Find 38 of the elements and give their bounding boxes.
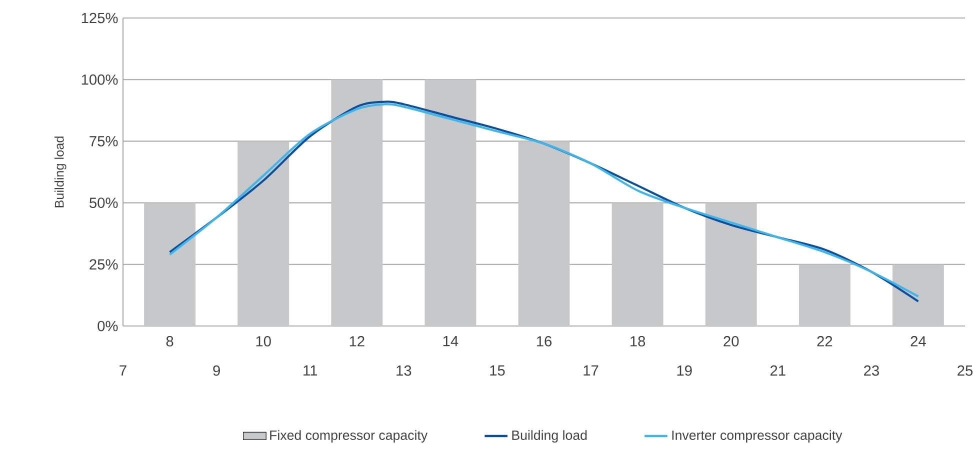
bar — [518, 141, 570, 326]
bar — [424, 80, 476, 326]
x2-tick-label: 20 — [724, 336, 739, 346]
legend-label: Fixed compressor capacity — [270, 430, 428, 443]
x-tick-label: 9 — [213, 365, 220, 376]
x-tick-label: 17 — [584, 365, 598, 376]
y-tick-label: 75% — [90, 136, 118, 146]
bar — [798, 264, 850, 326]
y-tick-label: 50% — [90, 198, 118, 208]
x2-tick-label: 12 — [350, 336, 364, 346]
x-tick-label: 13 — [396, 365, 412, 376]
x-tick-label: 11 — [304, 365, 318, 376]
x2-tick-label: 24 — [910, 336, 926, 346]
y-tick-label: 100% — [82, 74, 118, 85]
bar — [331, 80, 383, 326]
x-tick-label: 7 — [120, 365, 126, 376]
x2-tick-label: 16 — [536, 336, 552, 346]
x2-tick-label: 10 — [256, 336, 271, 346]
bar — [238, 141, 290, 326]
x-tick-label: 25 — [958, 365, 973, 376]
x-tick-label: 23 — [864, 365, 879, 376]
bar — [144, 202, 196, 326]
y-tick-label: 0% — [98, 320, 118, 332]
x2-tick-label: 14 — [443, 336, 458, 346]
x2-tick-label: 8 — [166, 336, 174, 346]
x-tick-label: 19 — [677, 365, 692, 376]
y-axis-title: Building load — [54, 136, 66, 208]
x-tick-label: 21 — [770, 365, 786, 376]
x2-tick-label: 22 — [817, 336, 832, 346]
bar — [892, 264, 944, 326]
bar — [612, 202, 664, 326]
bar — [705, 202, 757, 326]
y-tick-label: 25% — [90, 259, 118, 270]
legend-label: Inverter compressor capacity — [672, 430, 842, 443]
legend-label: Building load — [512, 430, 587, 443]
y-tick-label: 125% — [82, 12, 118, 24]
x-tick-label: 15 — [490, 365, 505, 376]
x2-tick-label: 18 — [630, 336, 646, 346]
